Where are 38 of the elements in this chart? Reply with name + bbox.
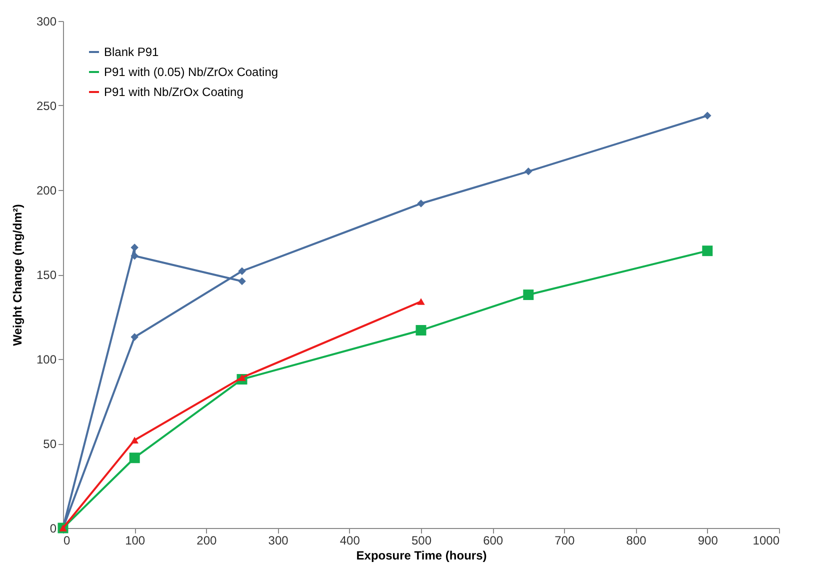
point xyxy=(238,374,246,381)
point xyxy=(523,290,534,300)
point xyxy=(130,244,138,252)
y-tick-label: 300 xyxy=(36,14,57,28)
y-tick-label: 250 xyxy=(36,99,57,113)
point xyxy=(417,200,425,208)
point xyxy=(702,246,713,256)
x-tick-label: 1000 xyxy=(752,534,780,548)
x-axis-title: Exposure Time (hours) xyxy=(356,548,487,562)
x-tick-label: 700 xyxy=(554,534,576,548)
point xyxy=(129,452,140,464)
y-tick-label: 150 xyxy=(36,268,57,282)
point xyxy=(130,252,138,260)
point xyxy=(704,112,712,120)
x-tick-label: 900 xyxy=(698,534,718,548)
x-tick-label: 600 xyxy=(483,534,504,548)
x-tick-label: 400 xyxy=(340,534,360,548)
legend-label: P91 with Nb/ZrOx Coating xyxy=(104,85,244,99)
point xyxy=(238,277,246,286)
y-tick-label: 50 xyxy=(43,437,57,451)
y-tick-label: 100 xyxy=(36,352,57,366)
point xyxy=(130,436,138,444)
y-tick-label: 200 xyxy=(36,184,57,198)
x-tick-label: 500 xyxy=(411,534,432,548)
x-tick-label: 800 xyxy=(626,534,647,548)
point xyxy=(238,267,246,275)
point xyxy=(130,333,138,341)
legend-label: Blank P91 xyxy=(104,45,160,59)
legend-label: P91 with (0.05) Nb/ZrOx Coating xyxy=(104,65,278,79)
x-tick-label: 100 xyxy=(125,534,146,548)
y-axis-title: Weight Change (mg/dm²) xyxy=(10,204,24,346)
point xyxy=(417,298,425,305)
point xyxy=(416,325,426,336)
y-tick-label: 0 xyxy=(50,522,57,536)
x-tick-label: 0 xyxy=(64,534,70,548)
x-tick-label: 200 xyxy=(196,534,218,548)
x-tick-label: 300 xyxy=(268,534,289,548)
point xyxy=(524,168,532,176)
